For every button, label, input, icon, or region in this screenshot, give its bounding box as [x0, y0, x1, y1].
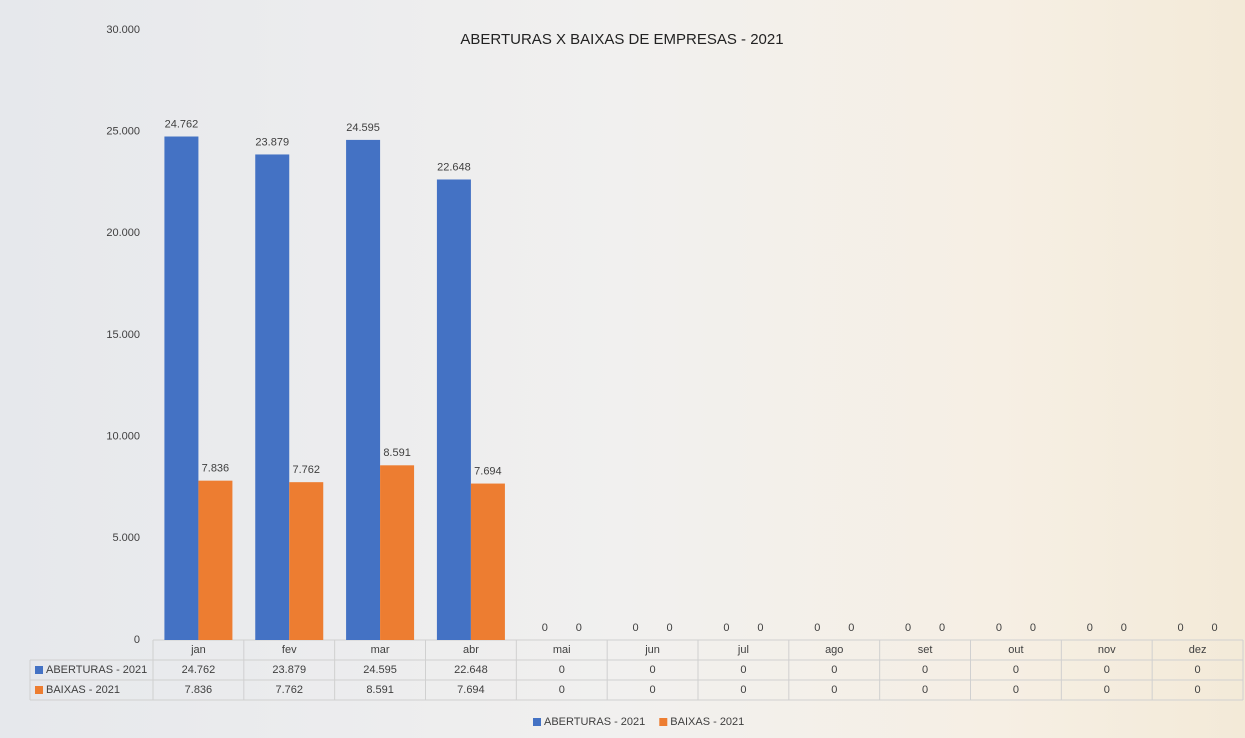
- table-cell: 0: [1195, 664, 1201, 676]
- data-label: 8.591: [383, 447, 411, 459]
- data-label: 0: [1178, 622, 1184, 634]
- data-label: 0: [814, 622, 820, 634]
- y-tick-label: 0: [134, 634, 140, 646]
- data-label: 0: [1212, 622, 1218, 634]
- table-cell: 0: [831, 664, 837, 676]
- table-cell: 0: [650, 664, 656, 676]
- legend-key: [659, 718, 668, 726]
- data-label: 0: [1030, 622, 1036, 634]
- table-cell: 7.694: [457, 684, 485, 696]
- table-cell: 0: [831, 684, 837, 696]
- legend-label: BAIXAS - 2021: [670, 716, 744, 728]
- table-cell: 24.762: [182, 664, 216, 676]
- table-cell: 0: [1013, 664, 1019, 676]
- table-cell: 0: [1104, 684, 1110, 696]
- bar: [255, 154, 290, 640]
- x-tick-label: jul: [737, 644, 749, 656]
- table-legend-key: [35, 666, 43, 674]
- table-cell: 0: [1104, 664, 1110, 676]
- y-tick-label: 5.000: [112, 532, 140, 544]
- x-tick-label: set: [918, 644, 933, 656]
- table-cell: 0: [559, 684, 565, 696]
- table-cell: 0: [1013, 684, 1019, 696]
- bar: [380, 465, 415, 640]
- bar: [198, 480, 233, 640]
- y-tick-label: 20.000: [106, 227, 140, 239]
- x-tick-label: abr: [463, 644, 479, 656]
- data-label: 0: [1121, 622, 1127, 634]
- table-cell: 7.836: [185, 684, 213, 696]
- data-label: 7.762: [292, 464, 320, 476]
- table-cell: 24.595: [363, 664, 397, 676]
- y-tick-label: 10.000: [106, 431, 140, 443]
- data-label: 0: [757, 622, 763, 634]
- table-cell: 0: [1195, 684, 1201, 696]
- bar: [470, 483, 505, 640]
- data-label: 7.694: [474, 465, 502, 477]
- data-label: 0: [542, 622, 548, 634]
- table-cell: 8.591: [366, 684, 394, 696]
- x-tick-label: mai: [553, 644, 571, 656]
- chart-title: ABERTURAS X BAIXAS DE EMPRESAS - 2021: [460, 31, 783, 48]
- x-tick-label: out: [1008, 644, 1023, 656]
- table-cell: 7.762: [275, 684, 303, 696]
- legend-key: [533, 718, 541, 726]
- data-label: 0: [723, 622, 729, 634]
- table-cell: 0: [922, 664, 928, 676]
- bar: [436, 179, 471, 640]
- table-cell: 22.648: [454, 664, 488, 676]
- data-label: 24.595: [346, 122, 380, 134]
- data-label: 0: [905, 622, 911, 634]
- table-cell: 0: [922, 684, 928, 696]
- data-label: 7.836: [202, 463, 230, 475]
- table-cell: 23.879: [272, 664, 306, 676]
- x-tick-label: fev: [282, 644, 297, 656]
- table-legend-key: [35, 686, 43, 694]
- bar: [164, 136, 199, 641]
- legend-label: ABERTURAS - 2021: [544, 716, 645, 728]
- data-label: 0: [1087, 622, 1093, 634]
- data-label: 23.879: [255, 136, 289, 148]
- x-tick-label: ago: [825, 644, 843, 656]
- x-tick-label: dez: [1189, 644, 1207, 656]
- y-tick-label: 30.000: [106, 24, 140, 36]
- data-label: 0: [576, 622, 582, 634]
- x-tick-label: nov: [1098, 644, 1116, 656]
- data-label: 0: [633, 622, 639, 634]
- bar: [289, 482, 324, 640]
- x-tick-label: mar: [371, 644, 390, 656]
- data-label: 0: [939, 622, 945, 634]
- table-series-name: BAIXAS - 2021: [46, 684, 120, 696]
- y-tick-label: 25.000: [106, 126, 140, 138]
- y-tick-label: 15.000: [106, 329, 140, 341]
- data-label: 22.648: [437, 161, 471, 173]
- x-tick-label: jun: [644, 644, 660, 656]
- table-cell: 0: [559, 664, 565, 676]
- data-label: 0: [848, 622, 854, 634]
- table-cell: 0: [740, 664, 746, 676]
- table-series-name: ABERTURAS - 2021: [46, 664, 147, 676]
- data-label: 0: [996, 622, 1002, 634]
- data-label: 0: [667, 622, 673, 634]
- bar: [346, 139, 381, 640]
- x-tick-label: jan: [190, 644, 206, 656]
- table-cell: 0: [740, 684, 746, 696]
- table-cell: 0: [650, 684, 656, 696]
- data-label: 24.762: [165, 118, 199, 130]
